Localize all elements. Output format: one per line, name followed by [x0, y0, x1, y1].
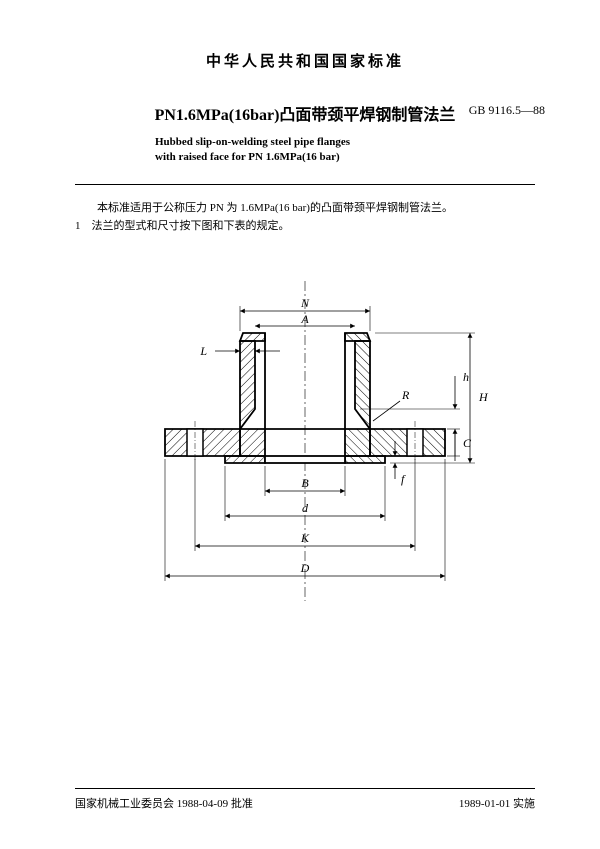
flange-diagram: N A L R H h C: [75, 261, 535, 641]
dim-R: R: [401, 388, 410, 402]
dim-N: N: [300, 296, 310, 310]
title-chinese: PN1.6MPa(16bar)凸面带颈平焊钢制管法兰: [155, 101, 456, 125]
dim-D: D: [300, 561, 310, 575]
footer-row: 国家机械工业委员会 1988-04-09 批准 1989-01-01 实施: [75, 795, 535, 811]
body-text: 本标准适用于公称压力 PN 为 1.6MPa(16 bar)的凸面带颈平焊钢制管…: [75, 199, 535, 236]
dim-h: h: [463, 370, 469, 384]
title-en-line1: Hubbed slip-on-welding steel pipe flange…: [155, 135, 535, 150]
title-english: Hubbed slip-on-welding steel pipe flange…: [75, 135, 535, 166]
dim-A: A: [300, 312, 309, 326]
dim-H: H: [478, 390, 489, 404]
country-standard-label: 中华人民共和国国家标准: [75, 50, 535, 71]
dim-B: B: [301, 476, 309, 490]
separator-line: [75, 184, 535, 185]
dim-C: C: [463, 436, 472, 450]
dim-f: f: [401, 472, 406, 486]
paragraph-1: 本标准适用于公称压力 PN 为 1.6MPa(16 bar)的凸面带颈平焊钢制管…: [75, 199, 535, 218]
footer-approval: 国家机械工业委员会 1988-04-09 批准: [75, 795, 253, 811]
footer-effective: 1989-01-01 实施: [459, 795, 535, 811]
header-section: 中华人民共和国国家标准 PN1.6MPa(16bar)凸面带颈平焊钢制管法兰 G…: [75, 50, 535, 166]
title-en-line2: with raised face for PN 1.6MPa(16 bar): [155, 150, 535, 165]
paragraph-2: 1 法兰的型式和尺寸按下图和下表的规定。: [75, 217, 535, 236]
title-row: PN1.6MPa(16bar)凸面带颈平焊钢制管法兰 GB 9116.5—88: [75, 101, 535, 125]
dim-K: K: [300, 531, 310, 545]
footer-separator: [75, 788, 535, 789]
dim-d: d: [302, 501, 309, 515]
dim-L: L: [199, 344, 207, 358]
standard-code: GB 9116.5—88: [469, 103, 545, 118]
